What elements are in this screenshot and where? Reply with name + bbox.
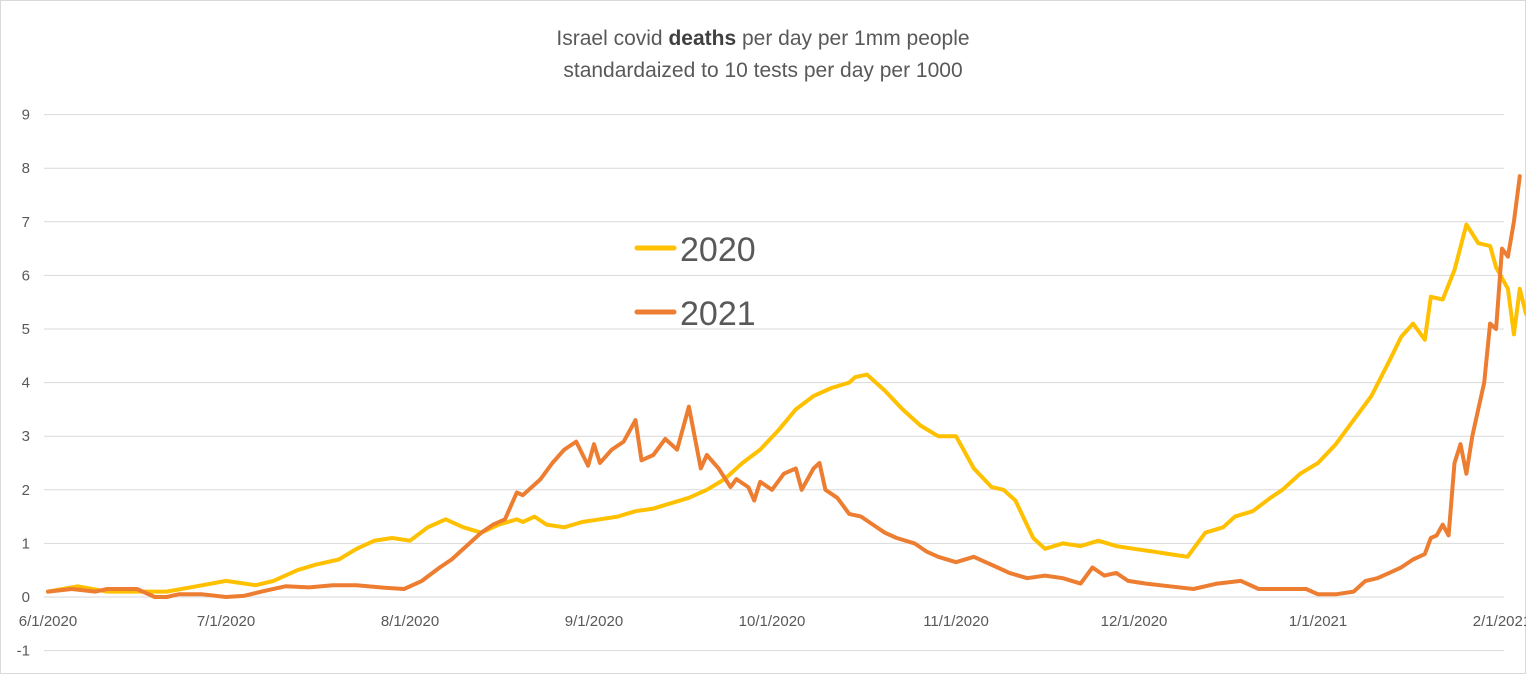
y-tick-label: 4 [22, 375, 30, 392]
x-tick-label: 8/1/2020 [381, 613, 439, 630]
legend-label-2020: 2020 [680, 231, 756, 269]
y-tick-label: 7 [22, 214, 30, 231]
y-tick-label: 9 [22, 107, 30, 124]
y-tick-label: -1 [17, 643, 30, 660]
x-tick-label: 10/1/2020 [739, 613, 806, 630]
chart-title-line-1: Israel covid deaths per day per 1mm peop… [556, 27, 970, 50]
legend: 2020 2021 [634, 231, 756, 333]
gridlines [44, 114, 1504, 652]
series-line-2021 [46, 174, 1522, 599]
y-tick-label: 6 [22, 267, 30, 284]
x-tick-label: 1/1/2021 [1289, 613, 1347, 630]
series-lines [46, 174, 1526, 599]
y-axis-ticks: 9 8 7 6 5 4 3 2 1 0 -1 [17, 107, 30, 660]
y-tick-label: 8 [22, 160, 30, 177]
x-tick-label: 11/1/2020 [923, 613, 989, 630]
chart-title-line-2: standardaized to 10 tests per day per 10… [563, 59, 963, 82]
x-tick-label: 12/1/2020 [1101, 613, 1168, 630]
legend-label-2021: 2021 [680, 295, 756, 333]
series-line-2020 [46, 222, 1526, 594]
y-tick-label: 1 [22, 535, 30, 552]
y-tick-label: 2 [22, 482, 30, 499]
y-tick-label: 3 [22, 428, 30, 445]
x-tick-label: 2/1/2021 [1473, 613, 1526, 630]
y-tick-label: 5 [22, 321, 30, 338]
y-tick-label: 0 [22, 589, 30, 606]
x-tick-label: 6/1/2020 [19, 613, 77, 630]
x-axis-ticks: 6/1/2020 7/1/2020 8/1/2020 9/1/2020 10/1/202… [19, 613, 1526, 630]
x-tick-label: 9/1/2020 [565, 613, 623, 630]
x-tick-label: 7/1/2020 [197, 613, 255, 630]
